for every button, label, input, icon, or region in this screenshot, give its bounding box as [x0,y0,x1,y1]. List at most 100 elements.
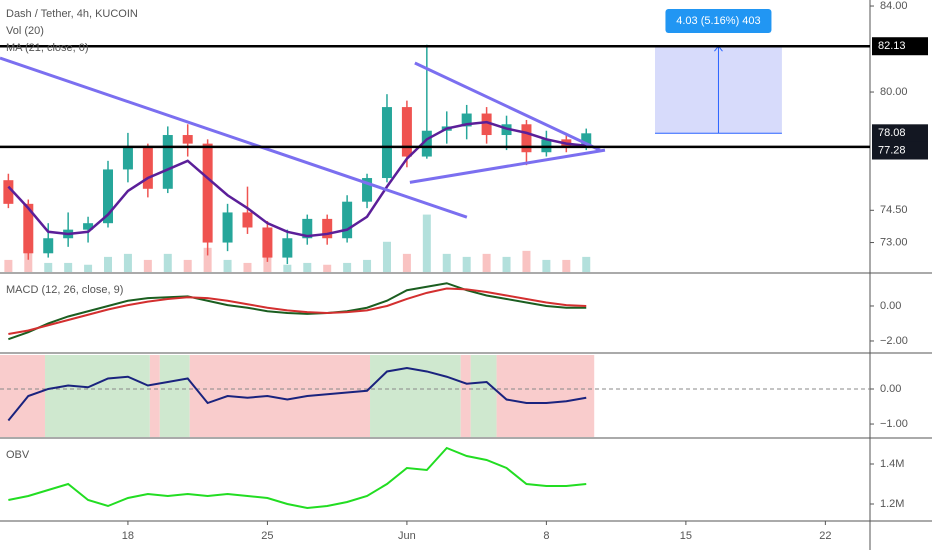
volume-bar [382,241,391,272]
volume-bar [143,259,152,272]
volume-bar [363,259,372,272]
volume-bar [263,256,272,272]
x-tick-label: Jun [398,530,416,542]
volume-bar [243,262,252,272]
candle-body [23,203,34,254]
chart-title: Dash / Tether, 4h, KUCOIN [6,8,138,20]
volume-bar [303,262,312,272]
moving-average [7,120,587,238]
y-tick-label: 0.00 [880,383,901,395]
volume-bar [462,256,471,272]
volume-bar [482,253,491,272]
signal-band [0,355,46,437]
candle-body [322,218,333,239]
y-tick-label: 1.2M [880,498,904,510]
volume-bar [64,262,73,272]
candle-body [182,135,193,144]
indicator-line [8,282,587,341]
signal-band [45,355,150,437]
price-label-box [872,141,928,160]
volume-bar [123,253,132,272]
volume-bar [502,256,511,272]
trendline [414,61,601,152]
signal-band [370,355,461,437]
level-label: 82.13 [878,40,906,52]
y-tick-label: 74.50 [880,204,908,216]
volume-bar [442,253,451,272]
signal-band [159,355,190,437]
candle-body [381,107,392,179]
candle-body [202,143,213,243]
price-label: 77.28 [878,144,906,156]
candle-body [262,227,273,258]
candle-body [43,238,54,254]
candle-body [142,147,153,189]
volume-bar [402,253,411,272]
candle-body [282,238,293,258]
volume-bar [24,250,33,272]
volume-bar [104,256,113,272]
signal-band [149,355,160,437]
y-tick-label: 73.00 [880,236,908,248]
ma-legend: MA (21, close, 0) [6,42,89,54]
volume-bar [44,262,53,272]
volume-bar [542,259,551,272]
volume-bar [323,264,332,272]
candle-body [162,135,173,189]
candle-body [342,201,353,239]
candle-body [461,113,472,127]
candle-body [481,113,492,136]
x-tick-label: 22 [819,530,831,542]
position-label-box [665,9,772,33]
candle-body [401,107,412,157]
volume-bar [84,264,93,272]
x-tick-label: 18 [122,530,134,542]
candle-body [581,133,592,148]
volume-bar [223,259,232,272]
price-label-box [872,124,928,143]
y-tick-label: 0.00 [880,300,901,312]
trendline [409,148,606,184]
x-tick-label: 15 [680,530,692,542]
y-tick-label: −2.00 [880,335,908,347]
trendline [0,56,468,219]
candle-body [222,212,233,243]
indicator-line [7,366,587,422]
volume-bar [422,214,431,272]
candle-body [122,147,133,170]
volume-legend: Vol (20) [6,25,44,37]
candle-body [83,223,94,230]
candle-body [421,130,432,157]
indicator-line [8,287,587,335]
volume-bar [562,259,571,272]
volume-bar [522,250,531,272]
candle-body [3,180,14,204]
signal-band [470,355,497,437]
x-tick-label: 8 [543,530,549,542]
y-tick-label: 84.00 [880,0,908,12]
signal-band [460,355,471,437]
volume-bar [582,256,591,272]
volume-bar [183,259,192,272]
pane-title: MACD (12, 26, close, 9) [6,284,123,296]
indicator-line [8,446,587,510]
y-tick-label: 1.4M [880,458,904,470]
y-tick-label: 80.00 [880,86,908,98]
x-tick-label: 25 [261,530,273,542]
volume-bar [203,247,212,272]
y-tick-label: −1.00 [880,418,908,430]
pane-title: OBV [6,449,30,461]
signal-band [189,355,371,437]
candle-body [521,124,532,153]
candle-body [302,218,313,239]
volume-bar [163,253,172,272]
candle-body [242,212,253,228]
volume-bar [4,259,13,272]
candle-body [103,169,114,224]
signal-band [496,355,595,437]
level-label-box [872,37,928,56]
price-label: 78.08 [878,127,906,139]
